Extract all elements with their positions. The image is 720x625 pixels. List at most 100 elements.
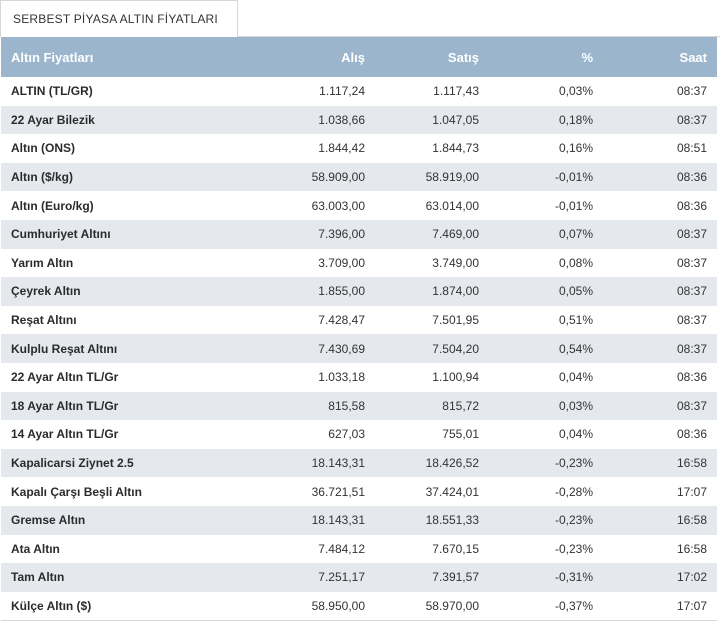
table-row[interactable]: Gremse Altın 18.143,31 18.551,33 -0,23% 16:5…	[1, 505, 717, 535]
table-header: Altın Fiyatları Alış Satış % Saat	[1, 37, 717, 77]
row-buy: 815,58	[328, 398, 365, 413]
row-name: Yarım Altın	[11, 255, 74, 270]
row-sell: 37.424,01	[425, 484, 479, 499]
row-buy: 7.396,00	[318, 227, 365, 242]
row-name: 22 Ayar Altın TL/Gr	[11, 370, 119, 385]
row-buy: 1.117,24	[319, 84, 365, 99]
header-buy: Alış	[341, 49, 365, 65]
table-row[interactable]: Külçe Altın ($) 58.950,00 58.970,00 -0,37% 1…	[1, 591, 717, 621]
row-buy: 18.143,31	[311, 513, 365, 528]
row-buy: 627,03	[328, 427, 365, 442]
row-percent: 0,51%	[558, 313, 593, 328]
row-sell: 58.919,00	[425, 170, 479, 185]
table-row[interactable]: Reşat Altını 7.428,47 7.501,95 0,51% 08:37	[1, 305, 717, 335]
row-buy: 18.143,31	[311, 456, 365, 471]
row-sell: 1.100,94	[432, 370, 479, 385]
row-percent: -0,23%	[554, 456, 593, 471]
table-row[interactable]: Altın (Euro/kg) 63.003,00 63.014,00 -0,01% 0…	[1, 191, 717, 220]
row-time: 08:37	[676, 227, 707, 242]
row-sell: 815,72	[442, 398, 479, 413]
row-time: 08:36	[676, 198, 707, 213]
row-time: 08:37	[676, 112, 707, 127]
row-time: 08:37	[676, 398, 707, 413]
row-percent: 0,08%	[558, 255, 593, 270]
row-time: 16:58	[676, 456, 707, 471]
row-sell: 7.504,20	[432, 341, 479, 356]
gold-prices-table: Altın Fiyatları Alış Satış % Saat ALTIN …	[1, 37, 717, 621]
row-name: Cumhuriyet Altını	[11, 227, 111, 242]
row-percent: -0,28%	[554, 484, 593, 499]
row-buy: 58.909,00	[311, 170, 365, 185]
row-name: Tam Altın	[11, 570, 65, 585]
table-row[interactable]: 22 Ayar Altın TL/Gr 1.033,18 1.100,94 0,04%…	[1, 362, 717, 392]
row-time: 17:02	[676, 570, 707, 585]
row-sell: 7.670,15	[432, 541, 479, 556]
table-row[interactable]: Ata Altın 7.484,12 7.670,15 -0,23% 16:58	[1, 534, 717, 564]
row-name: Altın (ONS)	[11, 141, 75, 156]
row-buy: 7.428,47	[318, 313, 365, 328]
row-time: 16:58	[676, 541, 707, 556]
row-time: 16:58	[676, 513, 707, 528]
row-sell: 7.501,95	[432, 313, 479, 328]
row-buy: 7.251,17	[318, 570, 365, 585]
row-percent: 0,03%	[558, 84, 593, 99]
table-body: ALTIN (TL/GR) 1.117,24 1.117,43 0,03% 08:37 2…	[1, 77, 717, 621]
row-percent: 0,16%	[558, 141, 593, 156]
row-sell: 755,01	[442, 427, 479, 442]
table-row[interactable]: Tam Altın 7.251,17 7.391,57 -0,31% 17:02	[1, 563, 717, 592]
header-time: Saat	[679, 49, 707, 65]
header-percent: %	[581, 49, 593, 65]
row-sell: 1.047,05	[432, 112, 479, 127]
row-time: 08:37	[676, 341, 707, 356]
row-buy: 58.950,00	[311, 598, 365, 613]
table-row[interactable]: Altın (ONS) 1.844,42 1.844,73 0,16% 08:51	[1, 134, 717, 163]
row-buy: 7.430,69	[318, 341, 365, 356]
row-buy: 1.033,18	[318, 370, 365, 385]
table-row[interactable]: 22 Ayar Bilezik 1.038,66 1.047,05 0,18% 08:3…	[1, 105, 717, 135]
row-time: 08:36	[676, 427, 707, 442]
row-time: 08:36	[676, 370, 707, 385]
row-buy: 1.844,42	[318, 141, 365, 156]
table-row[interactable]: Yarım Altın 3.709,00 3.749,00 0,08% 08:37	[1, 248, 717, 278]
table-bottom-border	[1, 620, 717, 621]
row-percent: -0,01%	[554, 198, 593, 213]
row-buy: 3.709,00	[318, 255, 365, 270]
row-name: 22 Ayar Bilezik	[11, 112, 95, 127]
row-buy: 36.721,51	[311, 484, 365, 499]
row-percent: -0,23%	[554, 513, 593, 528]
row-percent: 0,04%	[558, 427, 593, 442]
table-row[interactable]: Altın ($/kg) 58.909,00 58.919,00 -0,01% 08:3…	[1, 162, 717, 192]
table-row[interactable]: 18 Ayar Altın TL/Gr 815,58 815,72 0,03% 08:3…	[1, 391, 717, 421]
table-row[interactable]: Cumhuriyet Altını 7.396,00 7.469,00 0,07% 08…	[1, 219, 717, 249]
row-percent: 0,18%	[558, 112, 593, 127]
row-sell: 7.469,00	[432, 227, 479, 242]
row-name: Altın (Euro/kg)	[11, 198, 94, 213]
row-percent: 0,54%	[558, 341, 593, 356]
row-name: Külçe Altın ($)	[11, 598, 92, 613]
row-time: 08:37	[676, 284, 707, 299]
row-percent: -0,01%	[554, 170, 593, 185]
row-sell: 18.426,52	[425, 456, 479, 471]
table-row[interactable]: 14 Ayar Altın TL/Gr 627,03 755,01 0,04% 08:3…	[1, 420, 717, 449]
row-time: 08:51	[676, 141, 707, 156]
row-sell: 1.874,00	[432, 284, 479, 299]
row-percent: 0,03%	[558, 398, 593, 413]
table-row[interactable]: ALTIN (TL/GR) 1.117,24 1.117,43 0,03% 08:37	[1, 77, 717, 106]
row-buy: 7.484,12	[318, 541, 365, 556]
table-row[interactable]: Kapalicarsi Ziynet 2.5 18.143,31 18.426,52…	[1, 448, 717, 478]
row-percent: -0,31%	[554, 570, 593, 585]
header-name: Altın Fiyatları	[11, 49, 94, 65]
table-row[interactable]: Çeyrek Altın 1.855,00 1.874,00 0,05% 08:37	[1, 277, 717, 306]
panel-title-tab[interactable]: SERBEST PİYASA ALTIN FİYATLARI	[0, 0, 238, 37]
table-row[interactable]: Kapalı Çarşı Beşli Altın 36.721,51 37.424,…	[1, 477, 717, 506]
row-sell: 7.391,57	[432, 570, 479, 585]
tab-divider	[238, 36, 720, 37]
table-row[interactable]: Kulplu Reşat Altını 7.430,69 7.504,20 0,54%…	[1, 334, 717, 363]
row-name: Altın ($/kg)	[11, 170, 73, 185]
row-buy: 1.038,66	[318, 112, 365, 127]
row-buy: 1.855,00	[318, 284, 365, 299]
row-percent: -0,37%	[554, 598, 593, 613]
row-name: Ata Altın	[11, 541, 60, 556]
row-percent: -0,23%	[554, 541, 593, 556]
row-sell: 1.117,43	[433, 84, 479, 99]
